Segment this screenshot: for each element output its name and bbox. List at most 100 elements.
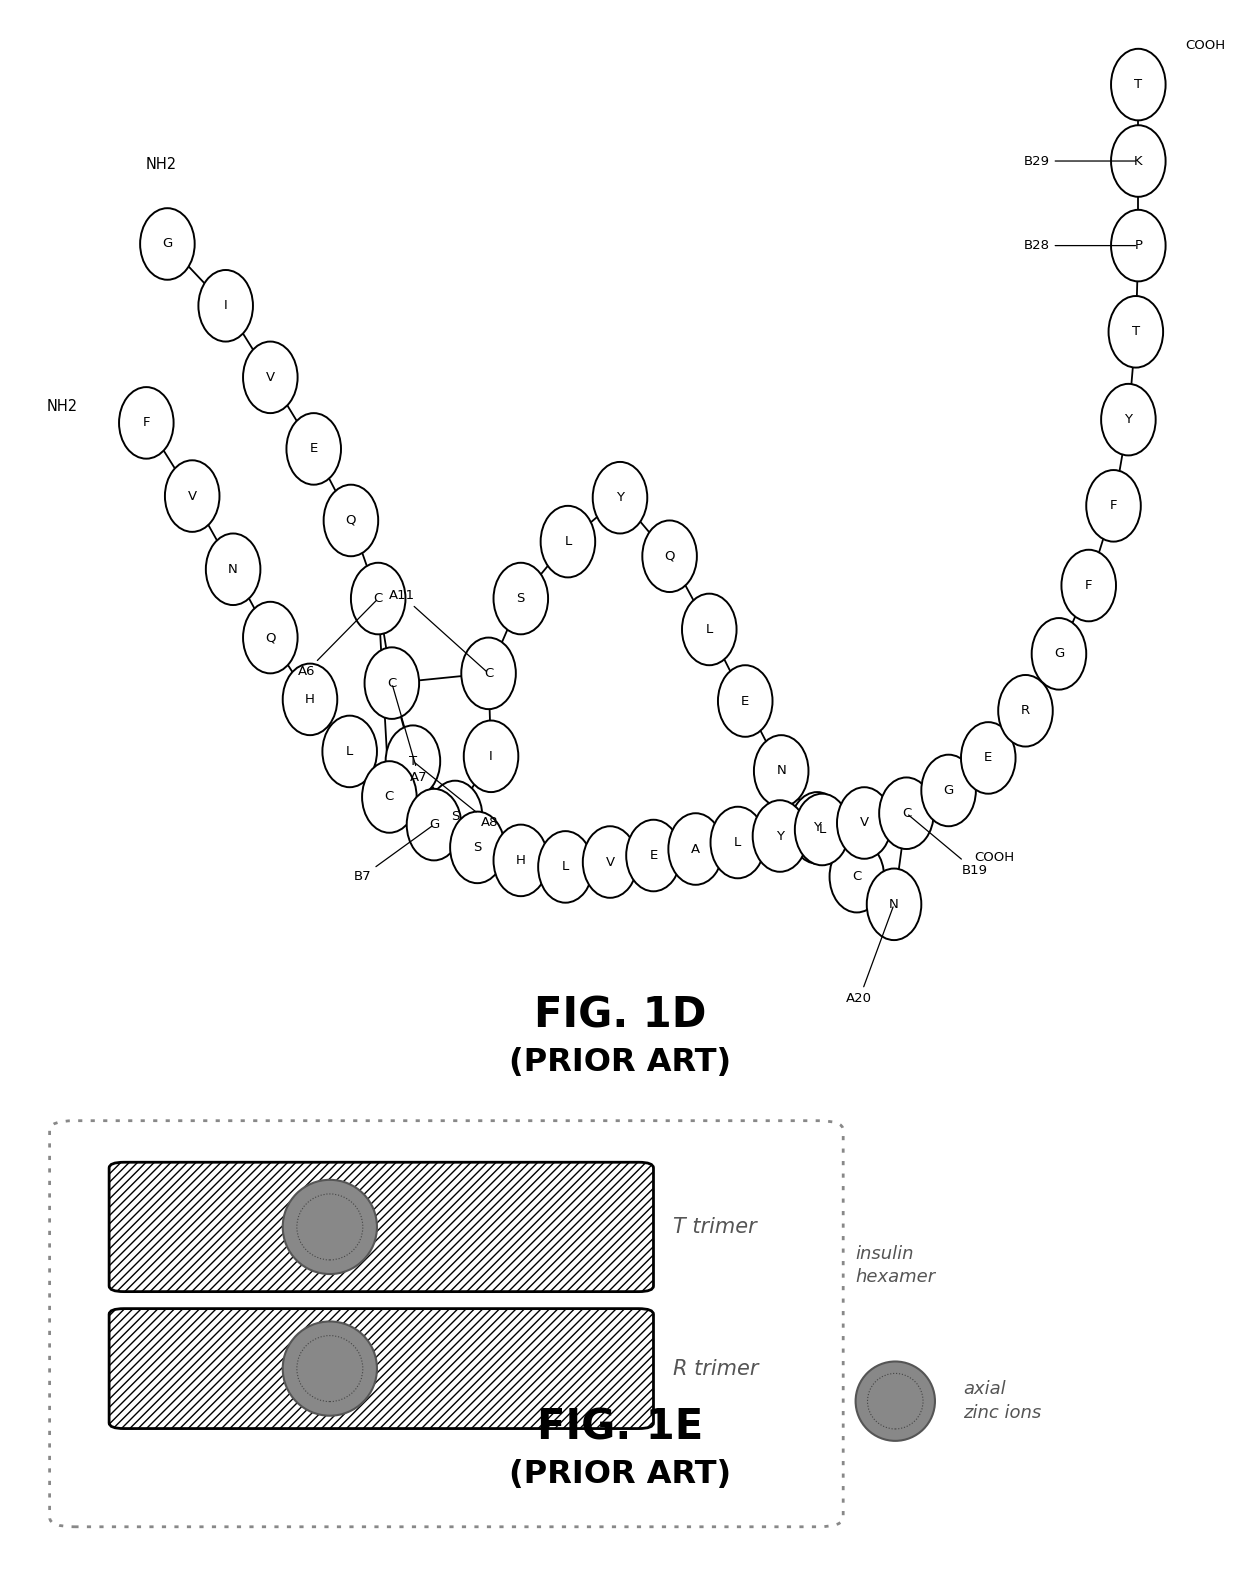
Text: E: E: [742, 694, 749, 707]
Text: R trimer: R trimer: [673, 1358, 759, 1379]
Circle shape: [626, 820, 681, 891]
Text: L: L: [346, 745, 353, 759]
Circle shape: [365, 647, 419, 719]
Text: Y: Y: [616, 491, 624, 504]
Text: B29: B29: [1024, 154, 1136, 167]
Text: L: L: [562, 861, 569, 874]
Text: axial
zinc ions: axial zinc ions: [963, 1380, 1042, 1421]
Text: C: C: [484, 667, 494, 680]
Text: A8: A8: [415, 763, 498, 829]
Circle shape: [283, 664, 337, 735]
Circle shape: [541, 505, 595, 578]
Text: E: E: [310, 442, 317, 455]
Text: N: N: [228, 563, 238, 576]
Text: N: N: [776, 765, 786, 778]
Text: F: F: [1110, 499, 1117, 512]
Text: S: S: [517, 592, 525, 604]
Text: (PRIOR ART): (PRIOR ART): [508, 1047, 732, 1078]
Circle shape: [593, 461, 647, 534]
Text: E: E: [650, 848, 657, 863]
Circle shape: [386, 726, 440, 796]
Circle shape: [119, 387, 174, 458]
Text: L: L: [564, 535, 572, 548]
Circle shape: [428, 781, 482, 852]
Circle shape: [754, 735, 808, 807]
Circle shape: [1086, 471, 1141, 541]
Text: R: R: [1021, 704, 1030, 718]
Circle shape: [790, 792, 844, 864]
Text: V: V: [187, 490, 197, 502]
Circle shape: [450, 812, 505, 883]
Circle shape: [538, 831, 593, 903]
Circle shape: [351, 563, 405, 634]
Text: C: C: [901, 807, 911, 820]
Circle shape: [198, 271, 253, 342]
Circle shape: [243, 601, 298, 674]
Text: C: C: [387, 677, 397, 689]
Text: V: V: [605, 856, 615, 869]
Circle shape: [711, 807, 765, 878]
Text: C: C: [852, 870, 862, 883]
Circle shape: [165, 460, 219, 532]
Text: A11: A11: [388, 589, 486, 672]
Circle shape: [961, 722, 1016, 793]
Circle shape: [837, 787, 892, 859]
Text: F: F: [1085, 579, 1092, 592]
Text: Y: Y: [1125, 412, 1132, 427]
Circle shape: [583, 826, 637, 897]
Circle shape: [998, 675, 1053, 746]
Text: NH2: NH2: [145, 157, 177, 173]
Text: Y: Y: [776, 829, 784, 842]
Text: A20: A20: [847, 907, 893, 1006]
Circle shape: [867, 869, 921, 940]
Text: L: L: [706, 623, 713, 636]
Text: C: C: [384, 790, 394, 803]
Text: FIG. 1D: FIG. 1D: [533, 995, 707, 1036]
FancyBboxPatch shape: [109, 1308, 653, 1429]
Text: V: V: [265, 371, 275, 384]
Circle shape: [206, 534, 260, 604]
Text: B7: B7: [353, 826, 432, 883]
Text: G: G: [944, 784, 954, 796]
Circle shape: [879, 778, 934, 848]
Circle shape: [718, 666, 773, 737]
Circle shape: [324, 485, 378, 556]
Text: Q: Q: [665, 549, 675, 563]
Circle shape: [362, 762, 417, 833]
Text: A7: A7: [393, 686, 428, 784]
Text: A6: A6: [298, 601, 376, 678]
Circle shape: [1032, 619, 1086, 689]
Text: Q: Q: [265, 631, 275, 644]
Text: G: G: [429, 818, 439, 831]
FancyBboxPatch shape: [109, 1162, 653, 1292]
Text: F: F: [143, 417, 150, 430]
Text: NH2: NH2: [47, 400, 78, 414]
Circle shape: [1111, 209, 1166, 282]
Ellipse shape: [856, 1362, 935, 1440]
Circle shape: [682, 593, 737, 666]
Text: A: A: [691, 842, 701, 856]
Text: S: S: [474, 841, 481, 853]
Circle shape: [322, 716, 377, 787]
Circle shape: [921, 754, 976, 826]
Circle shape: [494, 825, 548, 896]
Text: COOH: COOH: [975, 850, 1014, 864]
Text: L: L: [818, 823, 826, 836]
Text: B28: B28: [1024, 239, 1136, 252]
Circle shape: [668, 814, 723, 885]
Text: I: I: [223, 299, 228, 312]
Circle shape: [1111, 126, 1166, 197]
Text: insulin
hexamer: insulin hexamer: [856, 1245, 936, 1286]
Circle shape: [461, 637, 516, 710]
Text: V: V: [859, 817, 869, 829]
Text: COOH: COOH: [1185, 39, 1225, 52]
Text: T trimer: T trimer: [673, 1217, 758, 1237]
Circle shape: [464, 721, 518, 792]
Ellipse shape: [283, 1322, 377, 1415]
Text: (PRIOR ART): (PRIOR ART): [508, 1459, 732, 1491]
Text: I: I: [489, 749, 494, 763]
Text: B19: B19: [909, 815, 987, 877]
Text: K: K: [1135, 154, 1142, 167]
Circle shape: [140, 208, 195, 280]
Text: Y: Y: [813, 822, 821, 834]
